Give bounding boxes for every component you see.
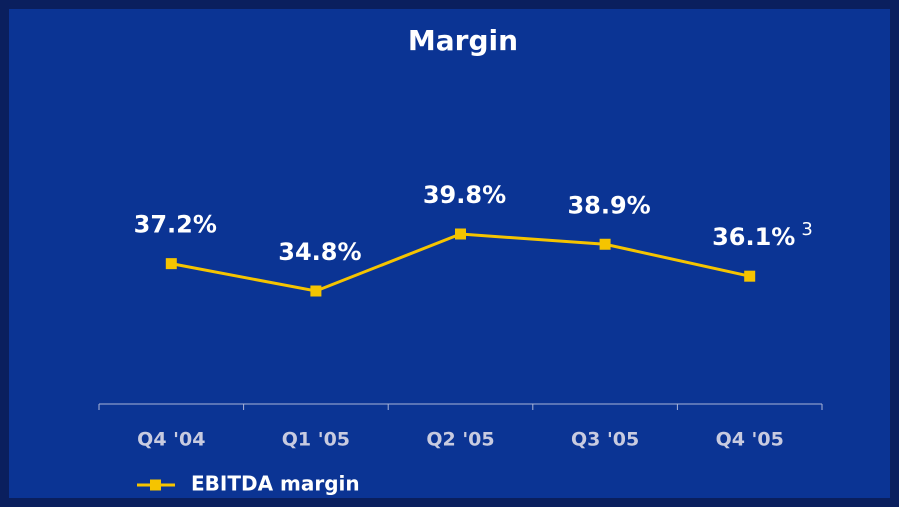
x-tick-label: Q2 '05 <box>426 429 494 451</box>
point-marker <box>744 270 756 282</box>
x-tick-label: Q4 '04 <box>137 429 205 451</box>
data-label: 38.9% <box>567 191 650 219</box>
legend-marker <box>150 479 161 491</box>
point-marker <box>599 238 611 250</box>
panel <box>9 9 890 498</box>
x-tick-label: Q3 '05 <box>571 429 639 451</box>
x-tick-label: Q4 '05 <box>716 429 784 451</box>
data-label: 34.8% <box>278 238 361 266</box>
point-marker <box>310 285 322 297</box>
point-marker <box>455 228 466 240</box>
point-marker <box>165 258 177 270</box>
footnote-marker: 3 <box>801 219 812 240</box>
chart-title: Margin <box>408 24 518 57</box>
data-label: 39.8% <box>423 181 506 209</box>
data-label: 36.1% <box>712 223 795 251</box>
x-tick-label: Q1 '05 <box>282 429 350 451</box>
data-label: 37.2% <box>134 211 217 239</box>
legend-label: EBITDA margin <box>191 472 360 496</box>
